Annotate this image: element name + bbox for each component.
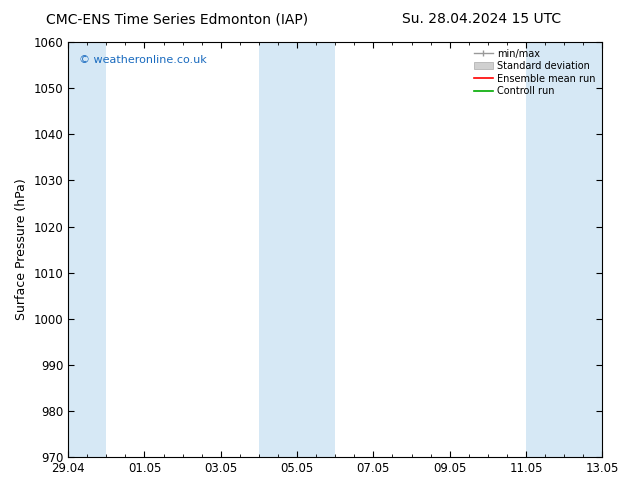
Bar — [68, 42, 107, 457]
Bar — [564, 42, 602, 457]
Text: © weatheronline.co.uk: © weatheronline.co.uk — [79, 54, 207, 65]
Text: CMC-ENS Time Series Edmonton (IAP): CMC-ENS Time Series Edmonton (IAP) — [46, 12, 309, 26]
Bar — [259, 42, 297, 457]
Bar — [526, 42, 564, 457]
Text: Su. 28.04.2024 15 UTC: Su. 28.04.2024 15 UTC — [403, 12, 561, 26]
Legend: min/max, Standard deviation, Ensemble mean run, Controll run: min/max, Standard deviation, Ensemble me… — [472, 47, 597, 98]
Bar — [297, 42, 335, 457]
Y-axis label: Surface Pressure (hPa): Surface Pressure (hPa) — [15, 179, 28, 320]
